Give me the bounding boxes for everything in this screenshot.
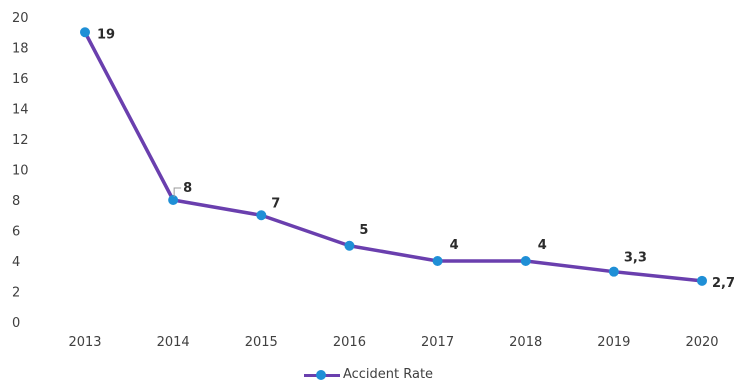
data-label: 2,7 [712, 276, 735, 291]
y-axis: 0 2 4 6 8 10 12 14 16 18 20 [12, 11, 29, 331]
data-point [256, 210, 267, 221]
y-tick-label: 8 [12, 194, 20, 209]
data-label: 4 [450, 238, 459, 253]
series-layer [80, 27, 707, 286]
data-label: 5 [359, 223, 368, 238]
data-point [80, 27, 90, 38]
data-point [697, 275, 707, 286]
x-tick-label: 2013 [68, 335, 101, 350]
data-point [520, 256, 531, 266]
data-label: 7 [271, 196, 280, 211]
y-tick-label: 2 [12, 286, 20, 301]
x-tick-label: 2019 [597, 335, 630, 350]
legend: Accident Rate [0, 366, 737, 383]
y-tick-label: 14 [12, 103, 29, 118]
data-point [608, 266, 619, 277]
legend-label: Accident Rate [342, 367, 434, 382]
y-tick-label: 20 [12, 11, 29, 26]
x-tick-label: 2014 [157, 335, 190, 350]
data-label: 3,3 [624, 251, 647, 266]
data-point [432, 256, 443, 266]
data-label: 4 [538, 238, 547, 253]
data-label: 8 [183, 181, 192, 196]
x-tick-label: 2020 [685, 335, 718, 350]
y-tick-label: 16 [12, 72, 29, 87]
data-label: 19 [97, 27, 115, 42]
x-tick-label: 2018 [509, 335, 542, 350]
data-point [168, 195, 179, 205]
y-tick-label: 12 [12, 133, 29, 148]
y-tick-label: 0 [12, 316, 20, 331]
y-tick-label: 10 [12, 164, 29, 179]
label-leader-line [173, 187, 182, 197]
legend-marker-icon [315, 369, 326, 380]
x-tick-label: 2015 [245, 335, 278, 350]
series-line [83, 30, 704, 283]
x-tick-label: 2017 [421, 335, 454, 350]
data-point [344, 240, 355, 251]
y-tick-label: 4 [12, 255, 20, 270]
y-tick-label: 6 [12, 225, 20, 240]
legend-swatch [303, 369, 340, 381]
y-tick-label: 18 [12, 42, 29, 57]
x-axis: 2013 2014 2015 2016 2017 2018 2019 2020 [68, 335, 718, 350]
data-label-layer: 19 8 7 5 4 4 3,3 2,7 [97, 27, 735, 291]
x-tick-label: 2016 [333, 335, 366, 350]
